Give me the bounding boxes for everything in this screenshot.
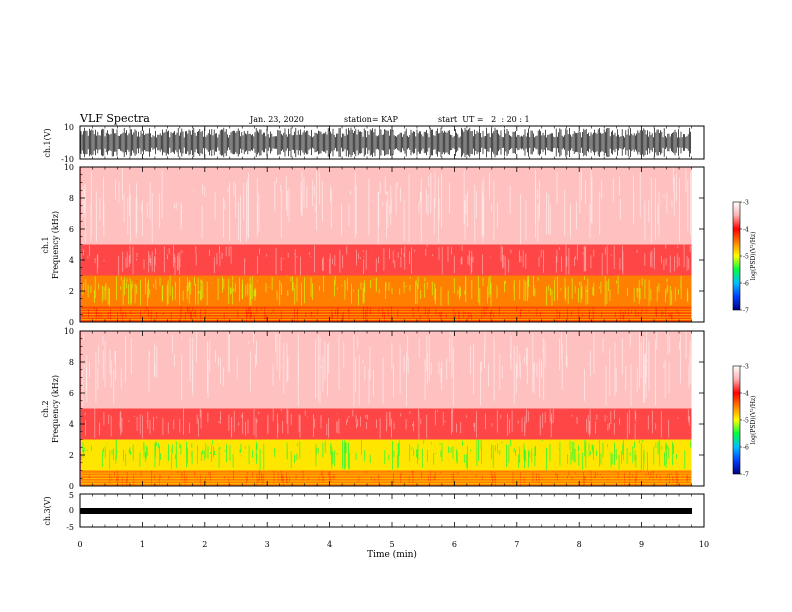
colorbar-tick-label: -7: [743, 472, 749, 479]
ch2-spectrum-ylabel: Frequency (kHz): [51, 375, 60, 443]
colorbar-tick-label: -4: [743, 391, 749, 398]
colorbar-tick-label: -6: [743, 281, 749, 288]
ch2-spectrogram: [81, 331, 704, 486]
ytick-label: 10: [64, 327, 74, 336]
ytick-label: 0: [69, 318, 74, 327]
spectrum-band: [81, 439, 692, 471]
ch1-ytick-bottom: -10: [61, 155, 74, 164]
figure-title: VLF Spectra: [79, 112, 150, 125]
colorbar-tick-label: -3: [743, 364, 749, 371]
ytick-label: 6: [69, 225, 74, 234]
spectrum-texture: [84, 408, 690, 440]
time-axis: 0 1 2 3 4 5 6 7 8 9 10: [77, 126, 709, 549]
ch1-spectrogram: [80, 167, 704, 322]
ch1-waveform-panel: 10 -10 ch.1(V): [43, 123, 705, 164]
colorbar-label: log(PSD)(V²/Hz): [750, 232, 757, 281]
ch1-spectrum-ylabel-channel: ch.1: [41, 236, 50, 253]
station-label: station= KAP: [344, 115, 399, 124]
no-data-area: [691, 331, 704, 486]
colorbar-tick-label: -6: [743, 445, 749, 452]
ytick-label: 4: [69, 256, 74, 265]
colorbar-tick-label: -7: [743, 308, 749, 315]
colorbar-tick-label: -3: [743, 200, 749, 207]
xtick-label: 9: [639, 540, 644, 549]
spectrum-texture: [82, 275, 689, 307]
colorbar-tick-label: -5: [743, 418, 749, 425]
ch1-spectrum-ylabel: Frequency (kHz): [51, 211, 60, 279]
time-axis-label: Time (min): [367, 549, 417, 560]
spectrum-texture: [81, 439, 691, 471]
spectrum-band: [81, 244, 692, 276]
ch2-colorbar: -3 -4 -5 -6 -7 log(PSD)(V²/Hz): [732, 364, 757, 479]
ch1-waveform-ylabel: ch.1(V): [43, 128, 52, 157]
xtick-label: 10: [699, 540, 709, 549]
ch3-ytick-bottom: -5: [66, 523, 74, 532]
ytick-label: 4: [69, 420, 74, 429]
ch3-waveform-ylabel: ch.3(V): [43, 496, 52, 525]
start-time-label: start UT = 2 : 20 : 1: [438, 115, 530, 124]
colorbar-scale: [732, 365, 741, 475]
ch1-spectrum-panel: 0 2 4 6 8 10 ch.1 Frequency (kHz): [41, 163, 705, 327]
colorbar-tick-label: -5: [743, 254, 749, 261]
ch1-ytick-top: 10: [64, 123, 74, 132]
ch1-spectrum-yticks: 0 2 4 6 8 10: [64, 163, 704, 327]
ytick-label: 2: [69, 287, 74, 296]
colorbar-label: log(PSD)(V²/Hz): [750, 396, 757, 445]
ytick-label: 6: [69, 389, 74, 398]
xtick-label: 5: [389, 540, 394, 549]
xtick-label: 6: [452, 540, 457, 549]
ch2-spectrum-yticks: 0 2 4 6 8 10: [64, 327, 704, 491]
xtick-label: 2: [202, 540, 207, 549]
ch3-waveform-trace: [80, 508, 692, 514]
date-label: Jan. 23, 2020: [249, 115, 304, 124]
ch1-waveform-trace: [80, 127, 691, 158]
xtick-label: 7: [514, 540, 519, 549]
ch3-ytick-top: 5: [69, 491, 74, 500]
colorbar-tick-label: -4: [743, 227, 749, 234]
spectrum-texture: [82, 167, 691, 245]
ytick-label: 8: [69, 358, 74, 367]
ytick-label: 10: [64, 163, 74, 172]
no-data-area: [691, 167, 704, 322]
spectrum-band: [81, 331, 692, 409]
xtick-label: 4: [327, 540, 332, 549]
xtick-label: 1: [140, 540, 145, 549]
ch2-spectrum-ylabel-channel: ch.2: [41, 400, 50, 417]
xtick-label: 3: [265, 540, 270, 549]
ytick-label: 2: [69, 451, 74, 460]
ytick-label: 8: [69, 194, 74, 203]
ch3-ytick-mid: 0: [69, 506, 74, 515]
ch1-waveform-line: [80, 127, 691, 158]
ytick-label: 0: [69, 482, 74, 491]
spectrum-texture: [82, 331, 691, 407]
spectrum-texture: [80, 244, 691, 276]
xtick-label: 8: [577, 540, 582, 549]
xtick-label: 0: [77, 540, 82, 549]
colorbar-scale: [732, 201, 741, 311]
ch1-colorbar: -3 -4 -5 -6 -7 log(PSD)(V²/Hz): [732, 200, 757, 315]
ch2-spectrum-panel: 0 2 4 6 8 10 ch.2 Frequency (kHz): [41, 327, 705, 491]
